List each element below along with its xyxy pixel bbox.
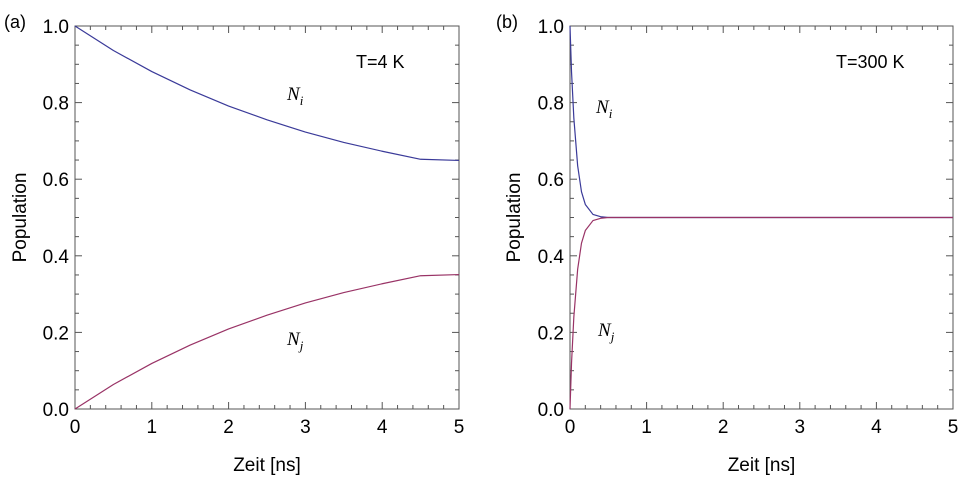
y-tick-label: 0.2 xyxy=(43,323,69,344)
series-line-Nj xyxy=(74,273,460,410)
curve-label-subscript: j xyxy=(609,329,615,344)
curve-label-Ni: Ni xyxy=(286,84,304,108)
y-tick-label: 0.4 xyxy=(538,247,565,268)
x-axis-label: Zeit [ns] xyxy=(233,455,301,476)
y-tick-label: 0.4 xyxy=(43,247,70,268)
curve-label-Nj: Nj xyxy=(597,320,615,344)
panel-tag: (a) xyxy=(4,12,26,32)
x-tick-label: 3 xyxy=(795,417,806,438)
y-tick-label: 0.0 xyxy=(43,400,69,421)
curve-label-main: N xyxy=(595,97,610,118)
chart-panel-b: 0 1 2 3 4 5 0.0 0.2 0.4 0.6 0.8 1.0 Zeit [ns] Populat… xyxy=(496,12,958,476)
y-tick-label: 0.6 xyxy=(538,170,564,191)
x-tick-label: 4 xyxy=(871,417,882,438)
x-tick-label: 1 xyxy=(641,417,652,438)
y-tick-label: 0.0 xyxy=(538,400,564,421)
temperature-annotation: T=4 K xyxy=(356,52,405,72)
curve-label-main: N xyxy=(286,84,301,105)
x-tick-label: 5 xyxy=(454,417,465,438)
curve-label-subscript: i xyxy=(300,93,304,108)
x-tick-label: 2 xyxy=(223,417,234,438)
series-line-Ni xyxy=(74,25,460,162)
series-line-Nj xyxy=(569,216,953,410)
x-tick-label: 0 xyxy=(70,417,81,438)
y-tick-label: 1.0 xyxy=(538,17,564,38)
curve-label-subscript: j xyxy=(298,338,304,353)
y-tick-label: 0.8 xyxy=(43,94,69,115)
chart-panel-a: 0 1 2 3 4 5 0.0 0.2 0.4 0.6 0.8 1.0 Zeit [ns] Populat… xyxy=(4,12,464,476)
curve-label-main: N xyxy=(286,329,301,350)
y-tick-label: 0.6 xyxy=(43,170,69,191)
temperature-annotation: T=300 K xyxy=(836,52,905,72)
x-tick-label: 0 xyxy=(565,417,576,438)
curve-label-Ni: Ni xyxy=(595,97,613,121)
y-tick-label: 1.0 xyxy=(43,17,69,38)
y-tick-label: 0.2 xyxy=(538,323,564,344)
curve-label-Nj: Nj xyxy=(286,329,304,353)
x-axis-label: Zeit [ns] xyxy=(728,455,796,476)
x-tick-label: 4 xyxy=(377,417,388,438)
x-tick-label: 2 xyxy=(718,417,729,438)
x-tick-label: 5 xyxy=(948,417,959,438)
x-tick-label: 1 xyxy=(147,417,158,438)
y-axis-label: Population xyxy=(504,173,525,263)
curve-label-subscript: i xyxy=(609,106,613,121)
panel-tag: (b) xyxy=(496,12,518,32)
y-tick-label: 0.8 xyxy=(538,94,564,115)
x-tick-label: 3 xyxy=(300,417,311,438)
curve-label-main: N xyxy=(597,320,612,341)
y-axis-label: Population xyxy=(10,173,31,263)
plot-frame xyxy=(74,25,460,410)
